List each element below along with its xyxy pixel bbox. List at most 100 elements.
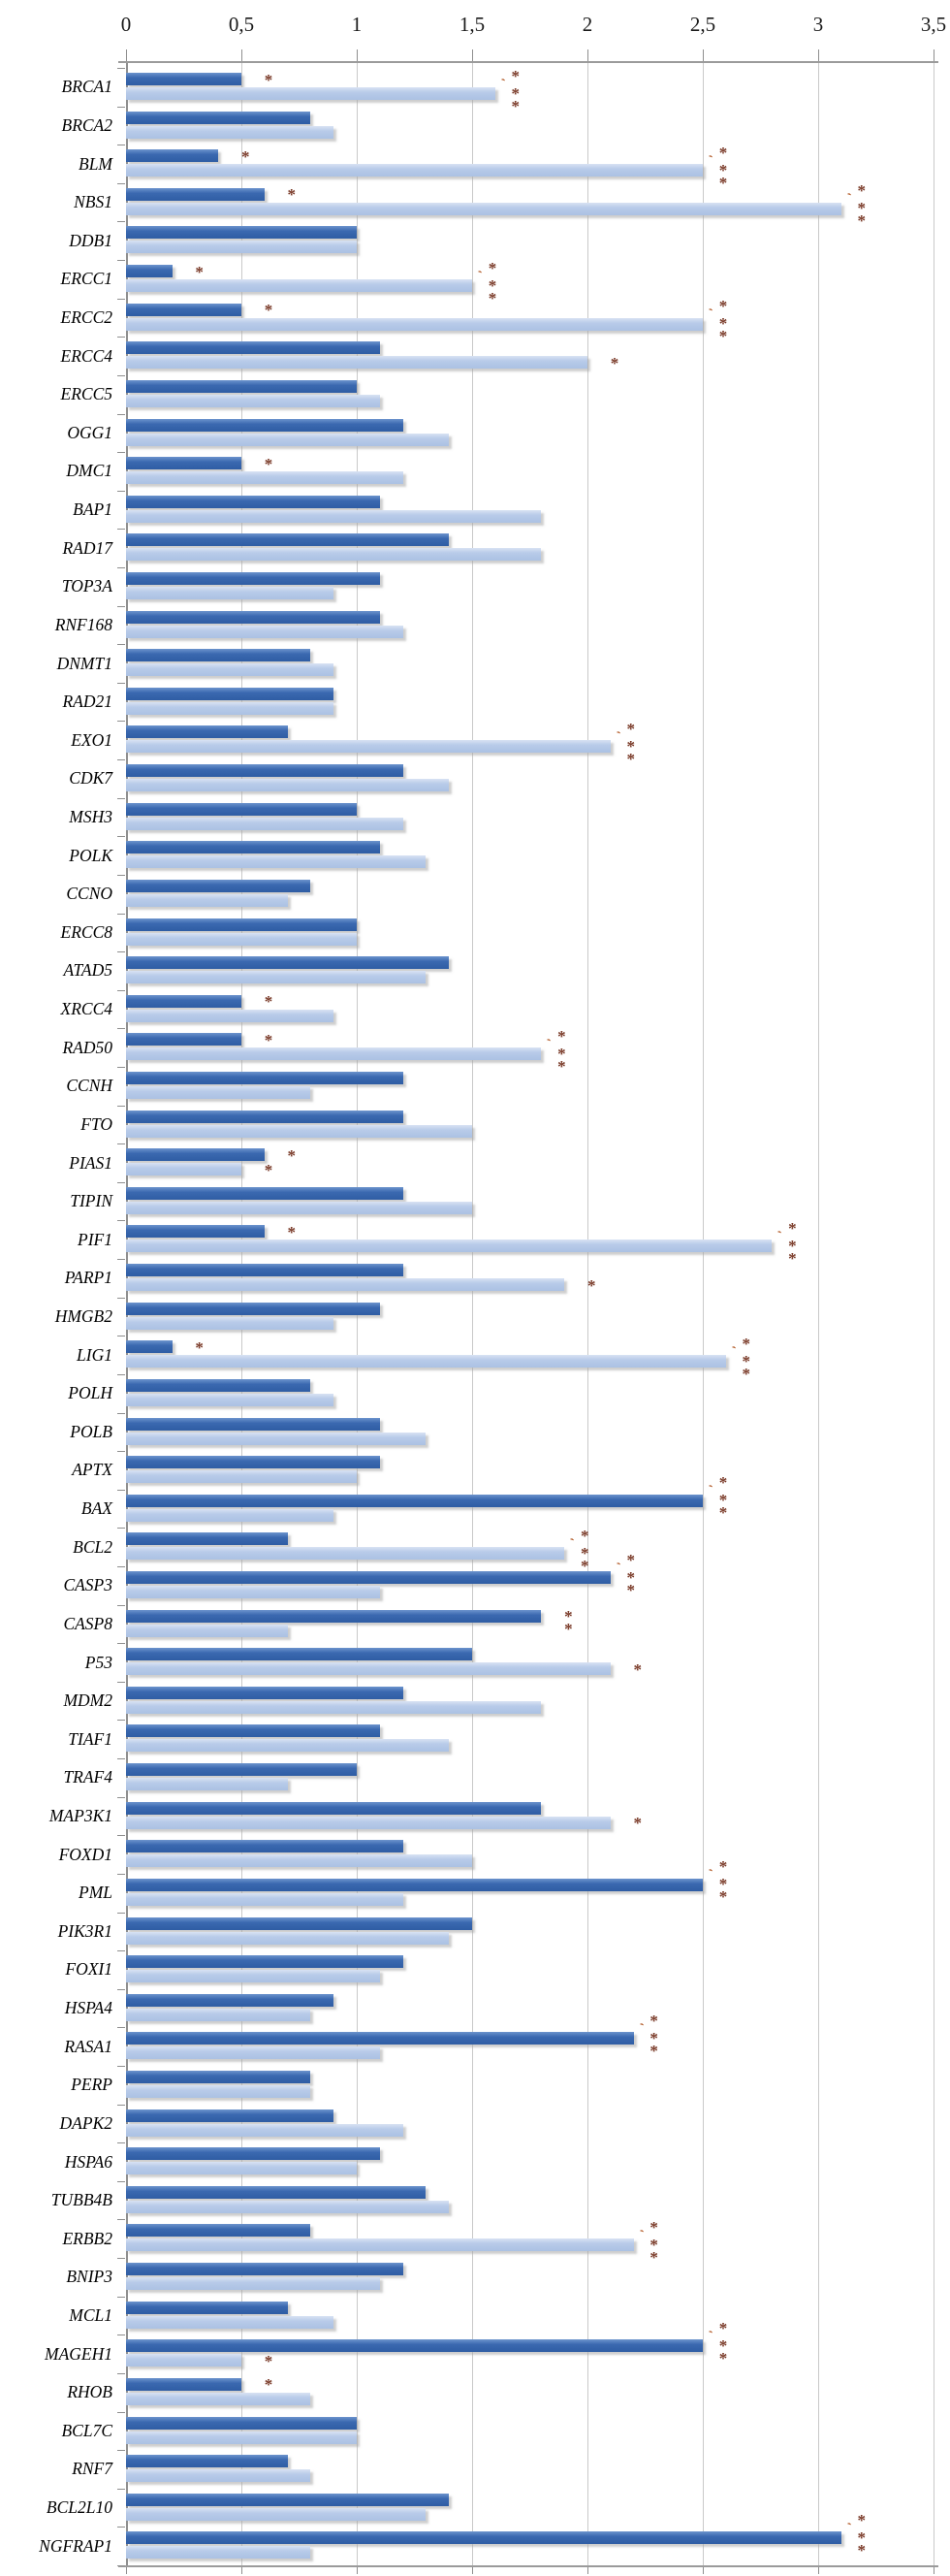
bar-dark	[126, 1148, 265, 1162]
gene-label: CDK7	[69, 768, 112, 789]
y-axis-tick-mark	[117, 2104, 125, 2106]
gene-label: RAD17	[62, 537, 112, 558]
gene-label: RHOB	[67, 2382, 112, 2402]
significance-asterisk-icon: *	[195, 262, 204, 281]
y-axis-tick-mark	[117, 1988, 125, 1990]
y-axis-tick-mark	[117, 1259, 125, 1261]
gene-label: PIAS1	[69, 1152, 112, 1173]
gene-row: PARP1 *	[0, 1259, 950, 1298]
axis-tick-mark-top	[126, 49, 127, 61]
bar-dark	[126, 1993, 334, 2007]
gene-label: HSPA4	[64, 1998, 112, 2018]
bar-dark	[126, 457, 241, 470]
axis-tick-mark-bottom	[818, 2565, 819, 2574]
bar-light	[126, 2123, 403, 2137]
y-axis-tick-mark	[117, 529, 125, 531]
gene-label: BRCA2	[61, 114, 113, 135]
x-axis-tick-label: 2	[582, 13, 593, 36]
y-axis-tick-mark	[117, 106, 125, 108]
gene-row: POLB	[0, 1413, 950, 1452]
gene-row: DNMT1	[0, 644, 950, 683]
bar-dark	[126, 1648, 472, 1661]
gene-row: ERBB2 ` * * *	[0, 2219, 950, 2266]
gridline	[818, 61, 819, 2565]
bar-light	[126, 1816, 611, 1829]
gene-label: XRCC4	[60, 999, 112, 1019]
significance-asterisk-icon: *	[511, 96, 521, 115]
gene-row: RAD50 * ` * * *	[0, 1028, 950, 1075]
significance-asterisk-icon: *	[718, 1491, 728, 1510]
gene-row: TUBB4B	[0, 2181, 950, 2220]
y-axis-tick-mark	[117, 2450, 125, 2452]
gene-label: ERCC4	[60, 345, 112, 366]
gene-row: RASA1 ` * * *	[0, 2012, 950, 2066]
significance-asterisk-icon: *	[649, 2041, 658, 2060]
gene-row: MSH3	[0, 798, 950, 837]
bar-dark	[126, 1916, 472, 1930]
y-axis-tick-mark	[117, 1373, 125, 1375]
y-axis-tick-mark	[117, 1028, 125, 1030]
bar-light	[126, 932, 357, 946]
bar-light	[126, 1124, 472, 1138]
y-axis-tick-mark	[117, 374, 125, 376]
significance-asterisk-icon: *	[564, 1620, 573, 1639]
gene-label: MSH3	[69, 806, 112, 826]
significance-asterisk-icon: *	[488, 275, 497, 295]
y-axis-tick-mark	[117, 797, 125, 799]
gene-label: ERCC2	[60, 306, 112, 327]
gene-label: MAGEH1	[45, 2343, 112, 2364]
x-axis-tick-label: 0	[120, 13, 132, 36]
gene-row: MAP3K1 *	[0, 1797, 950, 1836]
bar-dark	[126, 1417, 380, 1431]
gene-label: FTO	[80, 1113, 112, 1134]
gene-row: BNIP3	[0, 2258, 950, 2297]
significance-asterisk-icon: *	[649, 2011, 658, 2030]
bar-dark	[126, 1110, 403, 1123]
bar-dark	[126, 687, 334, 700]
bar-dark	[126, 649, 311, 662]
gene-row: HSPA6	[0, 2142, 950, 2181]
significance-asterisk-icon: *	[742, 1351, 751, 1370]
gene-label: PIK3R1	[57, 1920, 112, 1941]
significance-asterisk-icon: *	[718, 1887, 728, 1907]
gene-label: ERCC8	[60, 921, 112, 942]
significance-asterisk-icon: *	[718, 314, 728, 334]
bar-light	[126, 394, 380, 407]
y-axis-tick-mark	[117, 2411, 125, 2413]
bar-dark	[126, 73, 241, 85]
gene-label: PIF1	[78, 1229, 112, 1249]
x-axis-line-bottom	[118, 2565, 938, 2567]
gene-row: PIAS1 * *	[0, 1143, 950, 1182]
significance-asterisk-icon: *	[718, 2348, 728, 2367]
significance-asterisk-icon: *	[718, 2335, 728, 2355]
bar-dark	[126, 879, 311, 892]
significance-asterisk-icon: *	[633, 1659, 643, 1679]
gene-row: TIAF1	[0, 1720, 950, 1758]
y-axis-tick-mark	[117, 2180, 125, 2182]
gene-label: RAD21	[62, 692, 112, 712]
significance-asterisk-icon: *	[742, 1364, 751, 1383]
gene-label: POLK	[69, 845, 112, 865]
bar-dark	[126, 2301, 288, 2314]
bar-dark	[126, 1494, 703, 1507]
gene-row: EXO1 ` * * *	[0, 721, 950, 767]
bar-dark	[126, 2455, 288, 2468]
gene-label: RASA1	[64, 2036, 112, 2056]
y-axis-tick-mark	[117, 1758, 125, 1760]
gene-label: HMGB2	[54, 1305, 112, 1326]
bar-dark	[126, 2109, 334, 2122]
gene-label: TIAF1	[68, 1728, 112, 1749]
significance-asterisk-icon: *	[857, 2540, 867, 2560]
significance-asterisk-icon: *	[580, 1543, 589, 1562]
y-axis-tick-mark	[117, 1528, 125, 1530]
gene-row: POLH	[0, 1374, 950, 1413]
y-axis-tick-mark	[117, 874, 125, 876]
gene-row: CCNH	[0, 1067, 950, 1106]
bar-dark	[126, 1724, 380, 1738]
gene-row: PIK3R1	[0, 1913, 950, 1951]
gene-label: BAX	[80, 1498, 112, 1519]
y-axis-tick-mark	[117, 2296, 125, 2298]
bar-dark	[126, 2416, 357, 2430]
gene-row: BRCA1 * ` * * *	[0, 68, 950, 114]
